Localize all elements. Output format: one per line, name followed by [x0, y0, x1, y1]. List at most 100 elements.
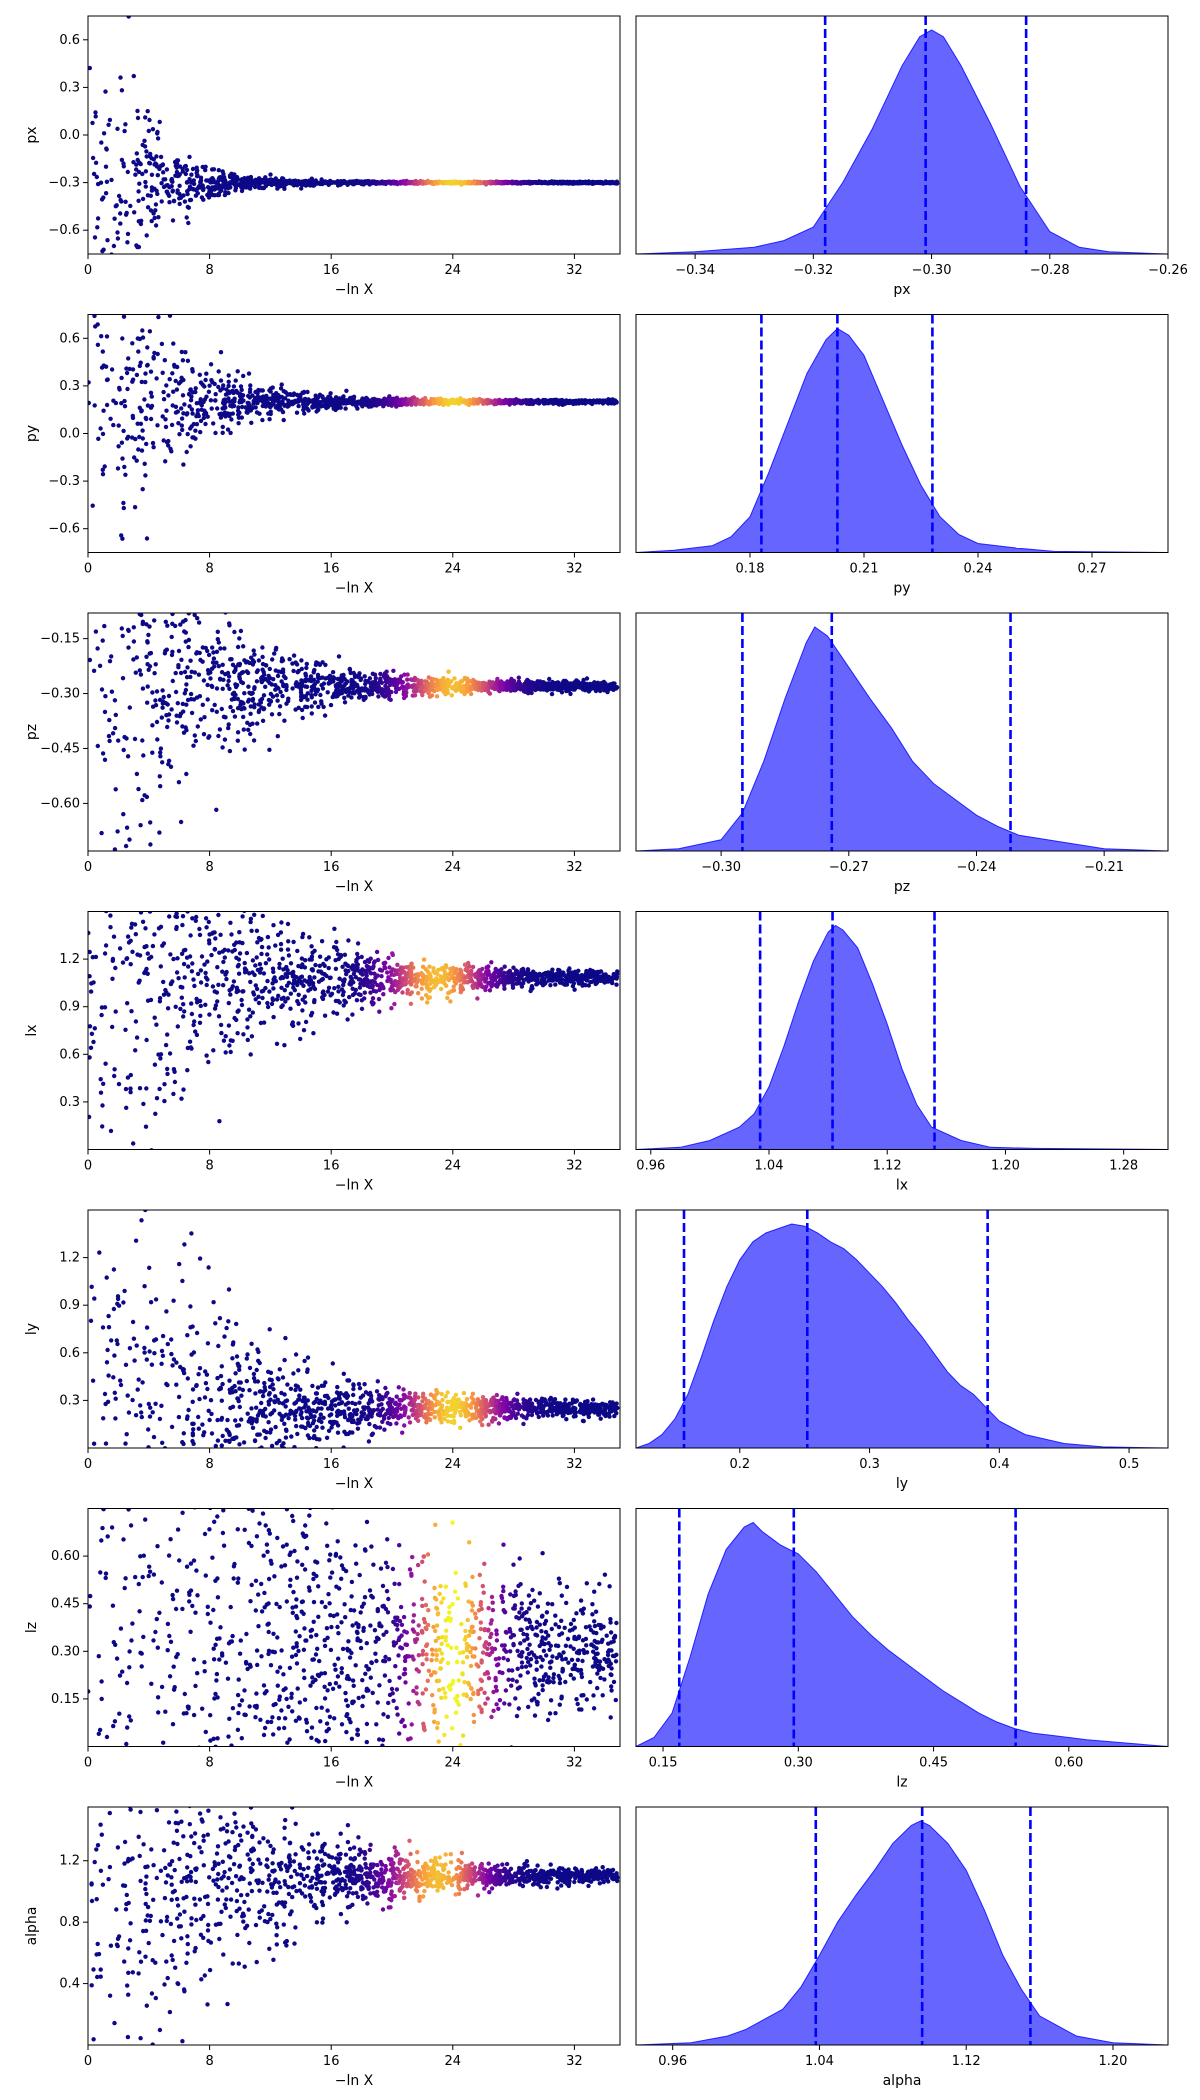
trace-point [248, 383, 253, 388]
trace-point [87, 601, 91, 605]
trace-point [584, 676, 590, 681]
trace-point [96, 436, 101, 441]
trace-point [162, 1082, 167, 1087]
trace-point [164, 440, 170, 445]
trace-point [215, 406, 220, 411]
trace-point [149, 188, 155, 193]
trace-point [260, 654, 265, 660]
trace-point [132, 455, 137, 460]
trace-point [541, 401, 547, 406]
trace-point [143, 379, 148, 385]
trace-point [113, 400, 119, 406]
trace-point [335, 686, 340, 691]
trace-point [122, 464, 127, 470]
trace-point [378, 671, 383, 677]
trace-point [218, 646, 223, 651]
trace-point [121, 314, 127, 319]
trace-point [511, 683, 516, 688]
trace-point [107, 717, 112, 723]
trace-point [253, 177, 258, 182]
trace-point [547, 676, 552, 682]
trace-point [150, 943, 156, 949]
trace-point [188, 674, 193, 680]
trace-point [211, 1048, 216, 1053]
trace-point [271, 986, 276, 991]
trace-point [247, 660, 252, 666]
trace-point [171, 198, 177, 203]
trace-point [136, 219, 141, 224]
trace-point [174, 573, 178, 577]
trace-point [363, 694, 368, 700]
trace-point [306, 397, 311, 402]
trace-point [194, 401, 199, 406]
trace-point [278, 180, 283, 185]
trace-point [410, 693, 415, 698]
posterior-area [635, 327, 1169, 553]
trace-point [391, 668, 396, 673]
trace-point [167, 914, 172, 919]
trace-point [161, 694, 166, 700]
trace-point [220, 169, 225, 174]
trace-point [143, 1124, 149, 1129]
trace-point [283, 675, 288, 681]
trace-point [101, 894, 105, 898]
trace-point [237, 410, 242, 415]
trace-point [594, 400, 599, 405]
trace-point [226, 674, 232, 679]
trace-point [216, 733, 221, 739]
trace-point [99, 197, 105, 202]
trace-point [267, 957, 272, 962]
trace-point [414, 398, 419, 403]
trace-point [137, 548, 141, 552]
trace-point [221, 714, 227, 719]
trace-point [559, 686, 565, 691]
trace-point [233, 185, 239, 191]
trace-point [187, 859, 191, 863]
trace-point [128, 1090, 133, 1095]
trace-point [139, 379, 144, 385]
trace-point [212, 702, 217, 708]
trace-point [120, 536, 125, 541]
trace-point [129, 527, 133, 531]
trace-point [130, 377, 136, 382]
trace-point [98, 426, 103, 431]
trace-point [218, 185, 224, 190]
trace-point [144, 233, 149, 238]
trace-point [257, 962, 263, 967]
trace-point [340, 399, 346, 405]
trace-point [116, 193, 122, 199]
trace-point [149, 172, 155, 177]
trace-point [339, 679, 344, 684]
trace-point [177, 183, 182, 188]
trace-point [611, 683, 617, 689]
trace-point [205, 192, 210, 198]
trace-point [534, 400, 540, 405]
trace-point [379, 968, 385, 973]
trace-point [93, 110, 98, 115]
trace-point [165, 623, 170, 628]
trace-point [588, 979, 593, 985]
trace-point [198, 418, 204, 424]
trace-point [298, 697, 304, 703]
trace-point [419, 986, 424, 991]
trace-point [211, 650, 216, 655]
trace-point [220, 430, 225, 435]
trace-point [177, 864, 181, 868]
trace-point [272, 179, 277, 184]
trace-point [581, 399, 586, 404]
trace-point [221, 174, 227, 180]
trace-point [217, 676, 223, 681]
trace-point [248, 704, 253, 709]
trace-point [215, 629, 220, 634]
trace-point [358, 693, 363, 699]
x-tick-label: −0.27 [829, 860, 869, 875]
trace-point [296, 668, 301, 674]
trace-point [227, 390, 232, 396]
trace-point [157, 996, 163, 1001]
trace-points [88, 16, 620, 254]
trace-point [241, 727, 246, 732]
trace-point [502, 179, 508, 185]
trace-point [134, 151, 139, 156]
trace-point [149, 185, 155, 190]
trace-point [323, 179, 328, 184]
